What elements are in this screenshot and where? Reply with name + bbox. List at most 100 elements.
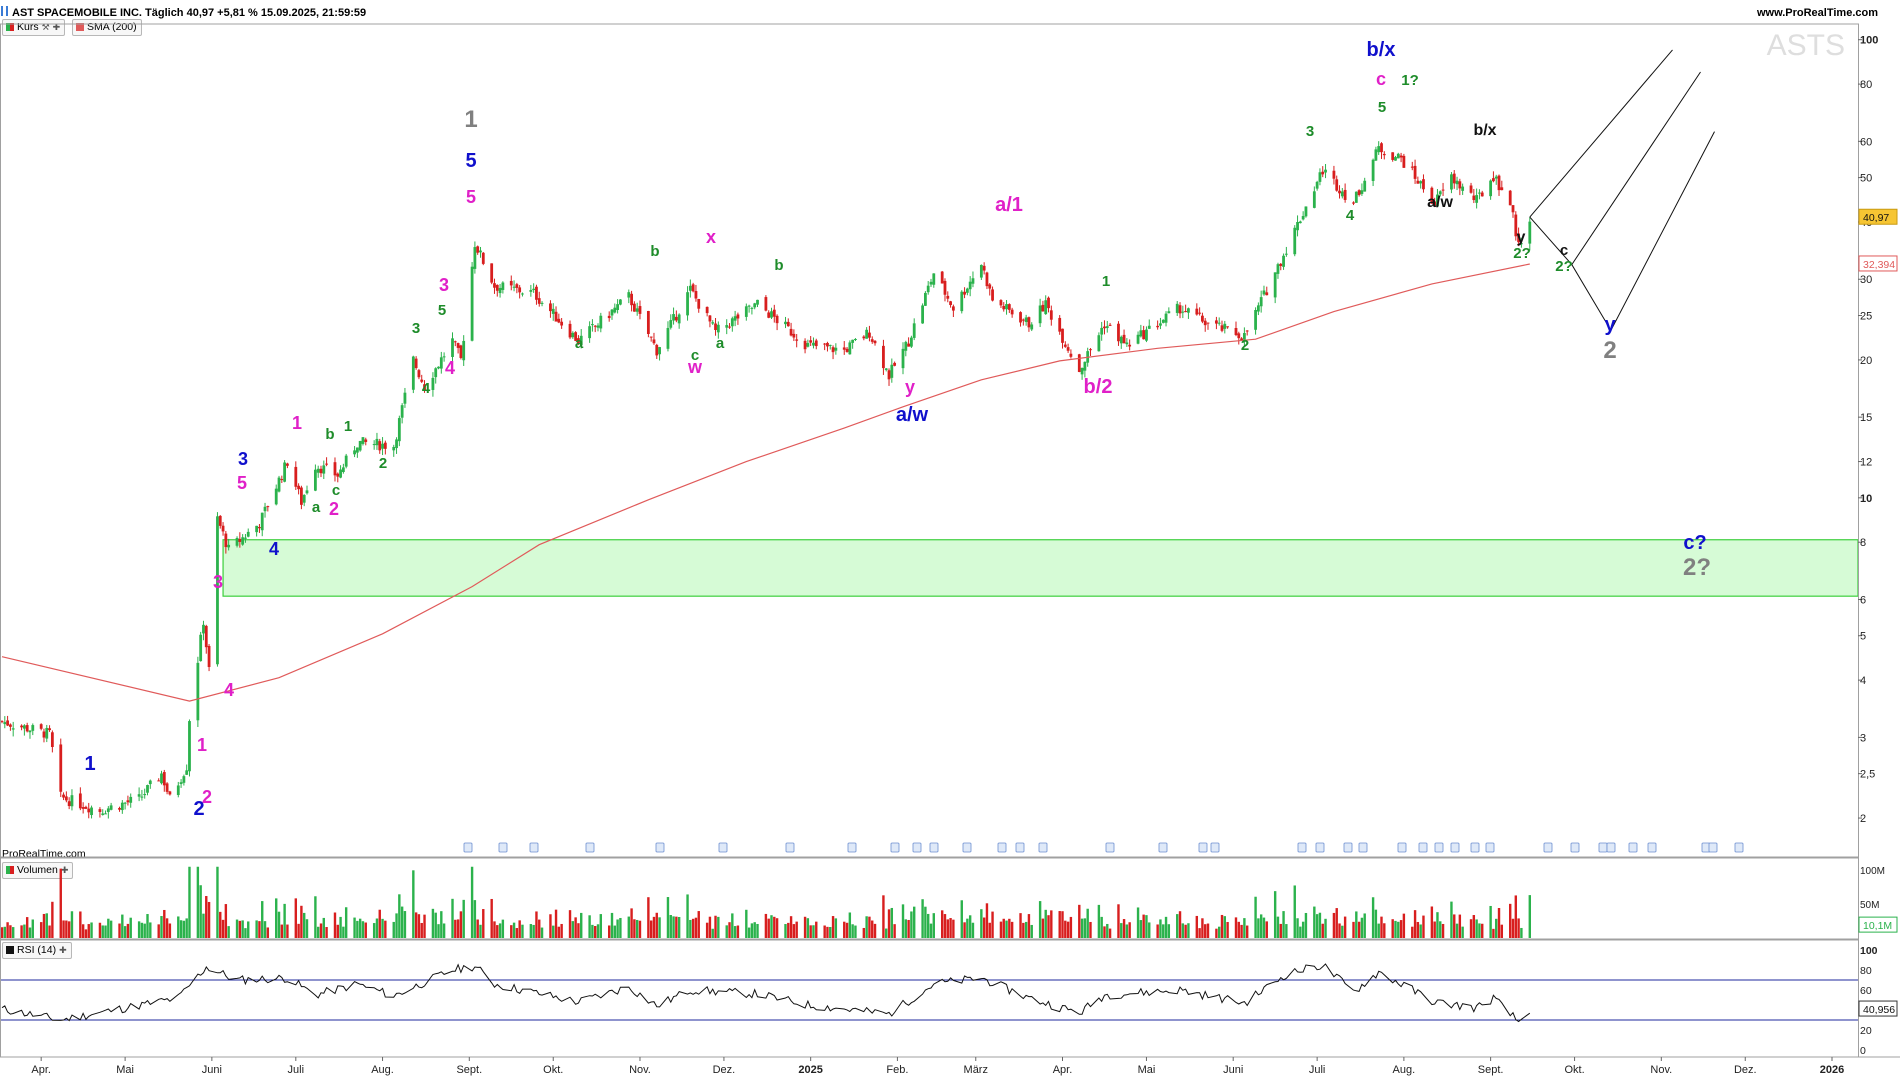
event-calendar-icon[interactable] bbox=[1647, 842, 1657, 853]
volume-bar bbox=[123, 926, 127, 938]
volume-bar bbox=[599, 914, 603, 938]
event-calendar-icon[interactable] bbox=[1598, 842, 1608, 853]
event-calendar-icon[interactable] bbox=[1450, 842, 1460, 853]
candle-body bbox=[1433, 201, 1437, 206]
candle-body bbox=[529, 290, 533, 292]
legend-price-chip[interactable]: Kurs ⚒ ✚ bbox=[2, 19, 66, 36]
candle-body bbox=[1002, 305, 1006, 310]
volume-bar bbox=[515, 928, 519, 938]
volume-bar bbox=[188, 866, 191, 938]
candle-body bbox=[101, 813, 105, 815]
event-calendar-icon[interactable] bbox=[929, 842, 939, 853]
event-calendar-icon[interactable] bbox=[962, 842, 972, 853]
event-calendar-icon[interactable] bbox=[785, 842, 795, 853]
candle-body bbox=[325, 463, 328, 465]
candle-body bbox=[157, 780, 161, 782]
event-calendar-icon[interactable] bbox=[1708, 842, 1718, 853]
volume-bar bbox=[1439, 921, 1442, 938]
event-calendar-icon[interactable] bbox=[529, 842, 539, 853]
event-calendar-icon[interactable] bbox=[1397, 842, 1407, 853]
volume-bar bbox=[297, 923, 300, 938]
wave-label: 1 bbox=[292, 413, 302, 433]
event-calendar-icon[interactable] bbox=[1606, 842, 1616, 853]
event-calendar-icon[interactable] bbox=[1434, 842, 1444, 853]
candle-body bbox=[437, 366, 440, 369]
forecast-line-2 bbox=[1529, 49, 1673, 218]
event-calendar-icon[interactable] bbox=[1315, 842, 1325, 853]
event-calendar-icon[interactable] bbox=[1418, 842, 1428, 853]
panel-grip-icon[interactable] bbox=[1, 6, 8, 16]
volume-bar bbox=[910, 911, 913, 938]
volume-bar bbox=[434, 912, 437, 938]
candle-body bbox=[1416, 180, 1420, 184]
volume-bar bbox=[812, 925, 815, 938]
candle-body bbox=[1422, 179, 1425, 190]
event-calendar-icon[interactable] bbox=[1358, 842, 1368, 853]
volume-bar bbox=[1204, 924, 1207, 938]
add-icon[interactable]: ✚ bbox=[59, 945, 67, 955]
volume-bar bbox=[1528, 895, 1531, 938]
volume-bar bbox=[963, 922, 966, 938]
event-calendar-icon[interactable] bbox=[1198, 842, 1208, 853]
event-calendar-icon[interactable] bbox=[1485, 842, 1495, 853]
event-calendar-icon[interactable] bbox=[997, 842, 1007, 853]
candle-body bbox=[890, 364, 894, 378]
event-calendar-icon[interactable] bbox=[912, 842, 922, 853]
candle-body bbox=[809, 340, 813, 343]
event-calendar-icon[interactable] bbox=[1343, 842, 1353, 853]
event-calendar-icon[interactable] bbox=[1158, 842, 1168, 853]
brand-link[interactable]: www.ProRealTime.com bbox=[1756, 7, 1878, 19]
candle-body bbox=[120, 802, 124, 811]
event-calendar-icon[interactable] bbox=[1210, 842, 1220, 853]
volume-bar bbox=[904, 919, 908, 938]
event-calendar-icon[interactable] bbox=[463, 842, 473, 853]
price-tick-label: 30 bbox=[1860, 274, 1872, 286]
volume-bar bbox=[571, 921, 575, 938]
event-calendar-icon[interactable] bbox=[1470, 842, 1480, 853]
volume-bar bbox=[596, 924, 600, 938]
volume-bar bbox=[809, 925, 812, 938]
event-calendar-icon[interactable] bbox=[718, 842, 728, 853]
wave-label: 5 bbox=[466, 187, 476, 207]
event-calendar-icon[interactable] bbox=[847, 842, 857, 853]
candle-body bbox=[146, 785, 149, 793]
candle-body bbox=[48, 728, 51, 731]
event-calendar-icon[interactable] bbox=[1015, 842, 1025, 853]
candle-body bbox=[1273, 272, 1277, 298]
volume-bar bbox=[1245, 925, 1249, 938]
candle-body bbox=[98, 809, 102, 812]
volume-bar bbox=[1436, 912, 1439, 938]
event-calendar-icon[interactable] bbox=[498, 842, 508, 853]
candle-body bbox=[926, 285, 930, 293]
candle-body bbox=[512, 286, 516, 288]
event-calendar-icon[interactable] bbox=[585, 842, 595, 853]
candle-body bbox=[64, 796, 68, 801]
wave-label: 3 bbox=[213, 572, 223, 592]
event-calendar-icon[interactable] bbox=[1105, 842, 1115, 853]
event-calendar-icon[interactable] bbox=[1038, 842, 1048, 853]
volume-bar bbox=[482, 909, 485, 938]
volume-bar bbox=[675, 916, 678, 938]
event-calendar-icon[interactable] bbox=[1543, 842, 1553, 853]
volume-bar bbox=[538, 919, 541, 938]
volume-bar bbox=[451, 898, 454, 938]
legend-rsi-chip[interactable]: RSI (14) ✚ bbox=[2, 942, 72, 959]
candle-body bbox=[1234, 327, 1238, 336]
volume-bar bbox=[1167, 924, 1171, 938]
volume-bar bbox=[59, 868, 62, 938]
add-icon[interactable]: ✚ bbox=[52, 22, 61, 32]
candle-body bbox=[518, 287, 522, 293]
event-calendar-icon[interactable] bbox=[890, 842, 900, 853]
event-calendar-icon[interactable] bbox=[1570, 842, 1580, 853]
legend-volume-chip[interactable]: Volumen ✚ bbox=[2, 862, 74, 879]
event-calendar-icon[interactable] bbox=[1628, 842, 1638, 853]
add-icon[interactable]: ✚ bbox=[60, 865, 69, 875]
event-calendar-icon[interactable] bbox=[1297, 842, 1307, 853]
candle-body bbox=[708, 315, 712, 322]
wrench-icon[interactable]: ⚒ bbox=[41, 22, 50, 32]
event-calendar-icon[interactable] bbox=[1734, 842, 1744, 853]
volume-bar bbox=[25, 917, 29, 938]
volume-bar bbox=[666, 897, 670, 938]
event-calendar-icon[interactable] bbox=[655, 842, 665, 853]
